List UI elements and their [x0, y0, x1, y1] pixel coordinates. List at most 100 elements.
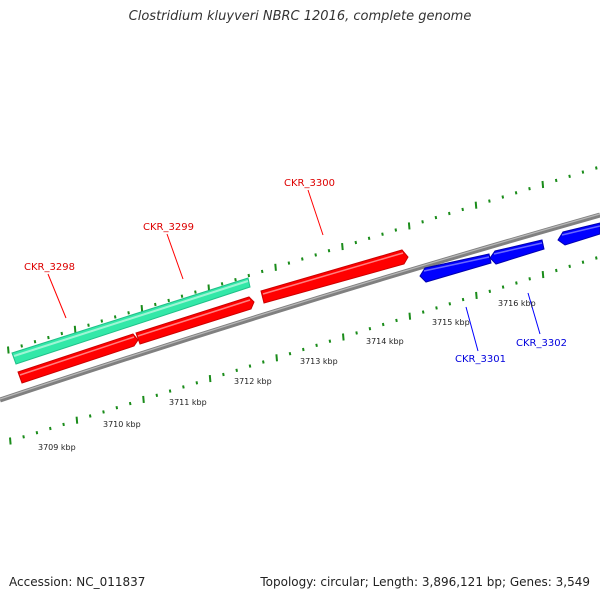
outer-tick	[287, 261, 291, 265]
inner-tick	[142, 395, 145, 403]
inner-tick	[275, 354, 278, 362]
inner-tick	[115, 406, 119, 410]
scale-label-3712: 3712 kbp	[234, 377, 272, 386]
outer-tick	[541, 180, 545, 189]
scale-label-3715: 3715 kbp	[432, 318, 470, 327]
outer-tick	[528, 187, 531, 191]
genome-backbone	[0, 212, 600, 403]
outer-tick	[434, 215, 438, 220]
inner-tick	[595, 256, 598, 260]
inner-tick	[581, 260, 585, 264]
inner-tick	[235, 368, 238, 372]
scale-label-3714: 3714 kbp	[366, 337, 404, 346]
inner-tick	[102, 410, 105, 414]
gene-ckr-3300[interactable]	[260, 249, 409, 304]
inner-tick	[222, 372, 225, 377]
outer-tick	[113, 315, 117, 319]
genome-summary-text: Topology: circular; Length: 3,896,121 bp…	[260, 575, 590, 589]
outer-tick	[367, 236, 371, 240]
outer-tick	[354, 240, 358, 245]
inner-tick	[35, 431, 39, 435]
outer-tick	[234, 278, 237, 282]
inner-tick	[368, 327, 372, 331]
inner-tick	[541, 271, 545, 279]
rna-feature[interactable]	[11, 277, 251, 365]
outer-tick	[7, 346, 10, 354]
outer-tick	[514, 191, 518, 195]
scale-label-3713: 3713 kbp	[300, 357, 338, 366]
scale-label-3711: 3711 kbp	[169, 398, 207, 407]
inner-tick	[75, 416, 79, 424]
outer-tick	[274, 263, 277, 271]
inner-tick	[328, 339, 332, 343]
outer-tick	[381, 232, 384, 236]
outer-tick	[327, 249, 331, 253]
inner-tick	[182, 385, 185, 389]
inner-tick	[49, 426, 52, 431]
inner-tick	[288, 352, 292, 356]
outer-tick	[501, 195, 505, 199]
scale-label-3710: 3710 kbp	[103, 420, 141, 429]
gene-ckr-3299[interactable]	[135, 296, 255, 345]
inner-tick	[528, 277, 531, 281]
inner-tick	[62, 422, 65, 427]
leader-line-ckr-3298	[47, 273, 67, 319]
outer-tick	[394, 228, 398, 232]
inner-tick	[342, 333, 345, 341]
outer-tick	[407, 222, 411, 230]
gene-label-ckr-3302: CKR_3302	[516, 338, 567, 349]
inner-tick	[315, 343, 318, 347]
inner-tick-track	[9, 256, 598, 445]
gene-next-partial[interactable]	[557, 222, 600, 246]
scale-label-3716: 3716 kbp	[498, 299, 536, 308]
inner-tick	[195, 381, 199, 385]
gene-ckr-3302[interactable]	[489, 239, 545, 265]
outer-tick	[60, 331, 64, 336]
gene-label-ckr-3298: CKR_3298	[24, 262, 75, 273]
outer-tick	[474, 201, 478, 209]
inner-tick	[408, 312, 412, 320]
leader-line-ckr-3300	[307, 189, 324, 236]
inner-tick	[381, 322, 385, 327]
outer-tick	[194, 290, 197, 294]
inner-tick	[208, 375, 212, 383]
inner-tick	[302, 347, 305, 352]
gene-ckr-3298[interactable]	[17, 333, 139, 384]
inner-tick	[515, 281, 518, 285]
outer-tick	[127, 311, 130, 315]
outer-tick	[73, 325, 77, 333]
outer-tick	[581, 170, 585, 174]
outer-tick	[260, 269, 264, 274]
outer-tick	[140, 305, 144, 313]
outer-tick	[33, 340, 37, 344]
leader-line-ckr-3299	[166, 233, 184, 280]
outer-tick	[314, 253, 317, 257]
inner-tick	[421, 310, 425, 314]
inner-tick	[448, 302, 452, 306]
outer-tick	[568, 174, 571, 178]
outer-tick	[47, 335, 50, 340]
gene-label-ckr-3301: CKR_3301	[455, 354, 506, 365]
inner-tick	[461, 297, 465, 302]
inner-tick	[568, 264, 571, 268]
inner-tick	[9, 437, 12, 445]
scale-label-3709: 3709 kbp	[38, 443, 76, 452]
gene-label-ckr-3300: CKR_3300	[284, 178, 335, 189]
inner-tick	[88, 414, 92, 418]
outer-tick	[554, 178, 558, 183]
leader-line-ckr-3301	[465, 306, 479, 352]
inner-tick	[435, 306, 438, 310]
inner-tick	[475, 291, 478, 299]
inner-tick	[555, 268, 558, 273]
outer-tick	[448, 211, 451, 216]
inner-tick	[128, 401, 132, 406]
outer-tick	[461, 207, 464, 212]
outer-tick	[167, 298, 170, 303]
outer-tick	[20, 344, 23, 348]
inner-tick	[248, 364, 252, 368]
outer-tick	[421, 220, 424, 224]
outer-tick	[247, 273, 251, 278]
outer-tick	[87, 323, 90, 327]
